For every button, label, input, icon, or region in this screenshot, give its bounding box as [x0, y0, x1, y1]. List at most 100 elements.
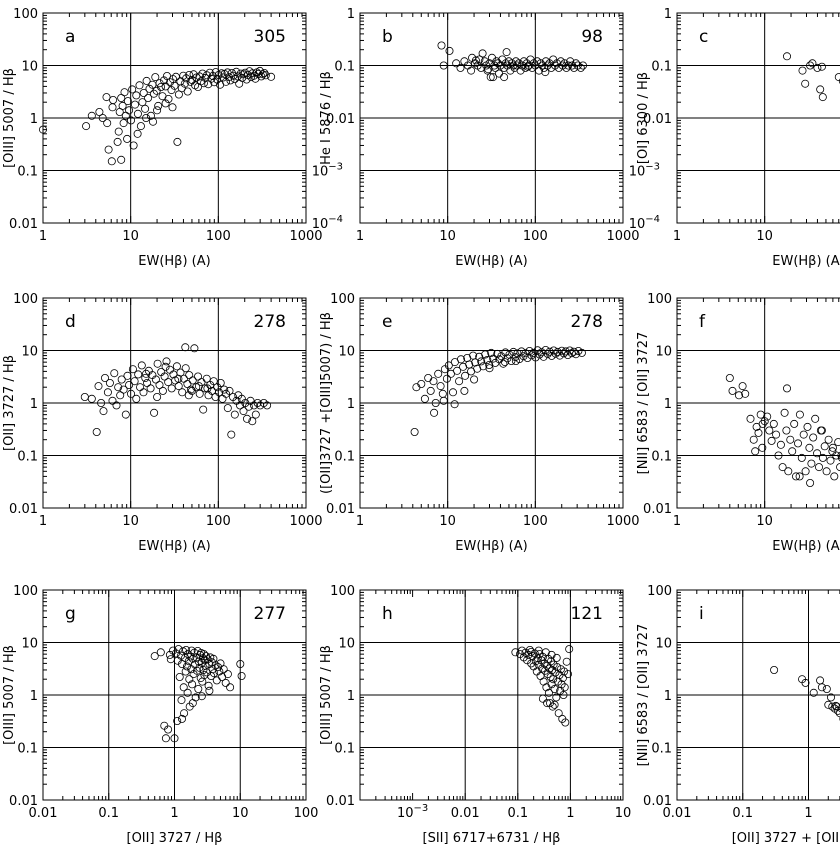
data-point	[808, 460, 815, 467]
data-point	[105, 146, 112, 153]
data-point	[787, 436, 794, 443]
data-point	[168, 385, 175, 392]
data-point	[100, 408, 107, 415]
y-tick-label: 10	[21, 345, 38, 360]
data-point	[153, 87, 160, 94]
panel-letter: i	[699, 604, 704, 624]
data-point	[165, 726, 172, 733]
data-point	[794, 440, 801, 447]
panel-count: 98	[581, 27, 603, 47]
data-point	[835, 439, 840, 446]
x-tick-label: 10−3	[397, 803, 428, 821]
data-point	[216, 668, 223, 675]
x-tick-label: 1	[39, 514, 47, 529]
x-axis-label: [OII] 3727 + [OIII] 5007	[732, 831, 840, 846]
data-point	[836, 710, 840, 717]
panel-letter: f	[699, 312, 706, 332]
data-point	[439, 390, 446, 397]
data-point	[431, 409, 438, 416]
x-tick-label: 100	[206, 514, 231, 529]
data-point	[789, 448, 796, 455]
data-point	[174, 138, 181, 145]
data-point	[133, 92, 140, 99]
data-point	[157, 649, 164, 656]
y-axis-label: ([OII]3727 +[OIII]5007) / Hβ	[319, 312, 334, 494]
data-point	[503, 49, 510, 56]
y-tick-label: 10	[21, 60, 38, 75]
data-point	[768, 437, 775, 444]
data-point	[438, 42, 445, 49]
data-point	[750, 436, 757, 443]
data-point	[451, 401, 458, 408]
data-point	[757, 411, 764, 418]
panel-count: 305	[254, 27, 286, 47]
data-point	[796, 411, 803, 418]
data-point	[122, 411, 129, 418]
data-point	[479, 50, 486, 57]
data-point	[800, 431, 807, 438]
y-tick-label: 100	[330, 584, 355, 599]
data-point	[134, 110, 141, 117]
panel-letter: g	[65, 604, 76, 624]
y-tick-label: 10−4	[629, 214, 660, 232]
y-tick-label: 100	[13, 7, 38, 22]
x-axis-label: EW(Hβ) (A)	[455, 539, 527, 554]
data-point	[147, 385, 154, 392]
y-tick-label: 10	[655, 637, 672, 652]
data-point	[200, 406, 207, 413]
data-point	[528, 352, 535, 359]
data-point	[213, 677, 220, 684]
data-point	[785, 468, 792, 475]
x-tick-label: 1	[566, 806, 574, 821]
data-point	[825, 701, 832, 708]
y-tick-label: 1	[664, 397, 672, 412]
data-point	[205, 682, 212, 689]
data-point	[837, 464, 840, 471]
y-tick-label: 0.1	[17, 742, 38, 757]
data-point	[449, 389, 456, 396]
data-point	[133, 395, 140, 402]
y-tick-label: 1	[30, 397, 38, 412]
y-axis-label: He I 5876 / Hβ	[319, 71, 334, 165]
data-point	[144, 379, 151, 386]
data-point	[219, 395, 226, 402]
y-axis-label: [OIII] 5007 / Hβ	[2, 645, 17, 745]
data-point	[823, 685, 830, 692]
y-tick-label: 100	[647, 584, 672, 599]
data-point	[471, 376, 478, 383]
data-point	[111, 370, 118, 377]
panel-letter: b	[382, 27, 393, 47]
data-point	[427, 387, 434, 394]
x-tick-label: 100	[523, 514, 548, 529]
y-tick-label: 0.01	[326, 502, 355, 517]
data-point	[124, 372, 131, 379]
data-point	[176, 673, 183, 680]
data-point	[103, 94, 110, 101]
y-axis-label: [OI] 6300 / Hβ	[636, 72, 651, 164]
data-point	[425, 374, 432, 381]
data-point	[435, 370, 442, 377]
data-point	[115, 128, 122, 135]
data-point	[726, 374, 733, 381]
panel-count: 277	[254, 604, 286, 624]
y-tick-label: 0.1	[334, 742, 355, 757]
data-point	[195, 383, 202, 390]
data-point	[161, 722, 168, 729]
x-tick-label: 10	[232, 806, 249, 821]
data-point	[540, 678, 547, 685]
x-tick-label: 0.1	[98, 806, 119, 821]
data-point	[178, 697, 185, 704]
data-point	[186, 372, 193, 379]
data-point	[169, 104, 176, 111]
y-tick-label: 1	[30, 112, 38, 127]
y-tick-label-exponent: −4	[645, 214, 660, 225]
data-point	[812, 415, 819, 422]
data-point	[110, 96, 117, 103]
data-point	[807, 479, 814, 486]
data-point	[817, 86, 824, 93]
data-point	[83, 123, 90, 130]
panel-letter: h	[382, 604, 393, 624]
x-tick-label: 100	[206, 229, 231, 244]
